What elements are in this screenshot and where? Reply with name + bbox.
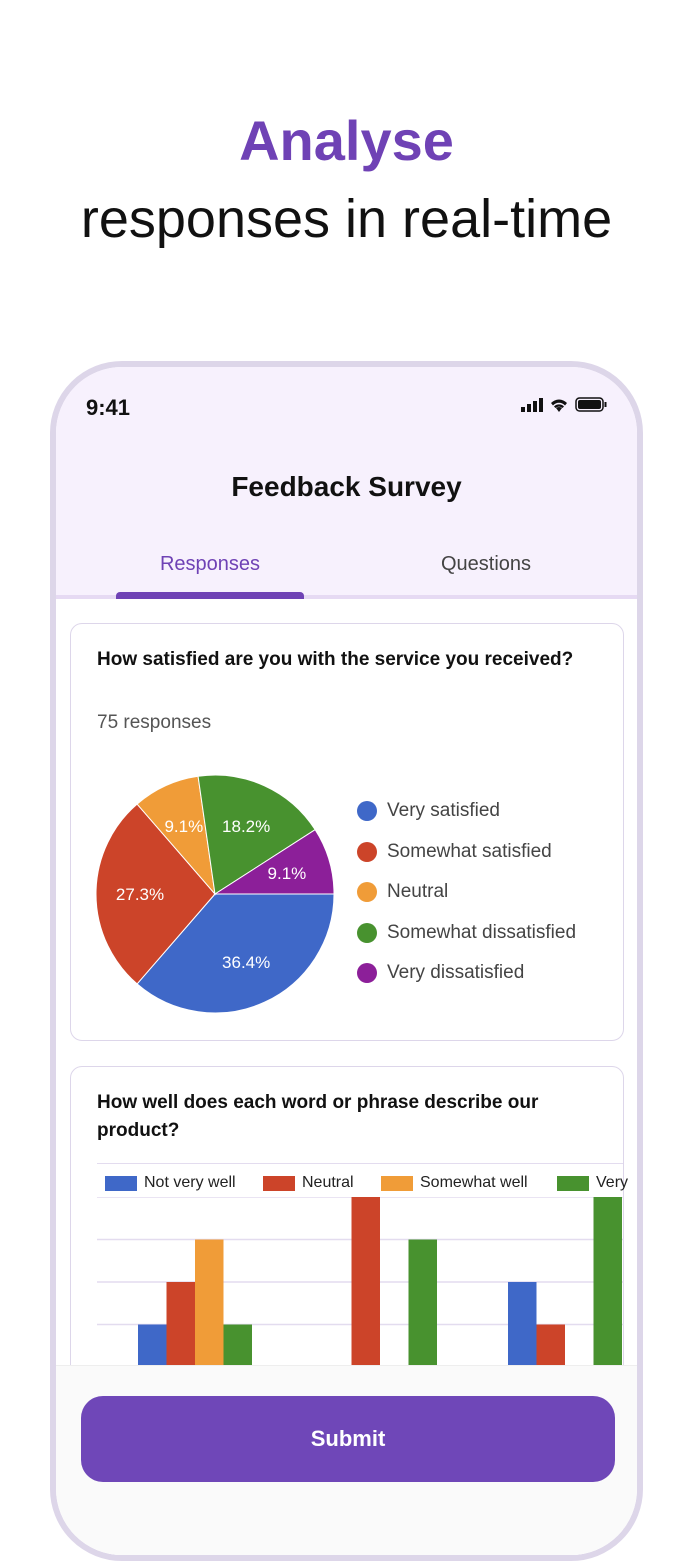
pie-data-label: 18.2% [222, 817, 270, 836]
tab-responses[interactable]: Responses [159, 553, 261, 575]
legend-label: Very dissatisfied [387, 962, 525, 983]
pie-data-label: 36.4% [222, 953, 270, 972]
legend-dot-icon [357, 882, 377, 902]
legend-item: Neutral [357, 881, 448, 903]
pie-slice [136, 893, 335, 1014]
active-tab-indicator [116, 592, 304, 599]
phone-frame: 9:41 Feedback Survey Responses Questions… [50, 361, 643, 1561]
legend-label: Very [596, 1174, 629, 1191]
question-card-satisfaction: How satisfied are you with the service y… [70, 623, 624, 1041]
bar [166, 1282, 195, 1367]
pie-slice [95, 803, 216, 985]
bar [536, 1324, 565, 1367]
legend-swatch-icon [105, 1175, 137, 1191]
battery-icon [575, 397, 607, 412]
bar [351, 1197, 380, 1367]
legend-label: Somewhat satisfied [387, 840, 552, 862]
status-time: 9:41 [86, 395, 131, 420]
legend-label: Neutral [387, 881, 449, 902]
page-title: Feedback Survey [231, 471, 462, 502]
hero-subtitle: responses in real-time [80, 189, 613, 249]
pie-slice [197, 774, 316, 895]
legend-swatch-icon [263, 1175, 295, 1191]
bar [593, 1197, 622, 1367]
response-count: 75 responses [97, 712, 212, 733]
legend-label: Neutral [302, 1174, 354, 1191]
bar-legend-item: Neutral [263, 1174, 354, 1192]
bar [195, 1239, 224, 1367]
tab-questions[interactable]: Questions [440, 553, 532, 575]
pie-slice [213, 828, 335, 895]
bar-legend-item: Somewhat well [381, 1174, 528, 1192]
legend-dot-icon [357, 801, 377, 821]
legend-swatch-icon [381, 1175, 413, 1191]
pie-data-label: 9.1% [268, 864, 307, 883]
bar-chart [97, 1197, 624, 1367]
bottom-bar: Submit [56, 1365, 637, 1555]
wifi-icon [551, 399, 567, 412]
legend-label: Somewhat well [420, 1174, 528, 1191]
pie-chart: 36.4% 27.3% 9.1% 18.2% 9.1% [95, 774, 335, 1014]
submit-button[interactable]: Submit [81, 1396, 615, 1482]
signal-icon [521, 397, 543, 412]
legend-item: Very dissatisfied [357, 962, 524, 984]
bar [408, 1239, 437, 1367]
question-text: How well does each word or phrase descri… [97, 1092, 539, 1141]
bar-legend-item: Very [557, 1174, 628, 1192]
bar [223, 1324, 252, 1367]
legend-item: Very satisfied [357, 800, 500, 822]
bar [508, 1282, 537, 1367]
legend-dot-icon [357, 841, 377, 862]
legend-label: Not very well [144, 1174, 236, 1191]
legend-dot-icon [357, 922, 377, 943]
pie-data-label: 27.3% [116, 885, 164, 904]
status-icons [521, 397, 607, 412]
legend-item: Somewhat satisfied [357, 841, 552, 863]
question-text: How satisfied are you with the service y… [97, 649, 574, 670]
app-header: 9:41 Feedback Survey Responses Questions [56, 367, 637, 599]
legend-swatch-icon [557, 1175, 589, 1191]
legend-label: Very satisfied [387, 800, 500, 821]
divider [97, 1163, 623, 1164]
bar [138, 1324, 167, 1367]
legend-item: Somewhat dissatisfied [357, 922, 576, 944]
hero-title: Analyse [239, 109, 454, 172]
legend-dot-icon [357, 963, 377, 983]
pie-data-label: 9.1% [164, 817, 203, 836]
bar-legend-item: Not very well [105, 1174, 236, 1192]
legend-label: Somewhat dissatisfied [387, 921, 577, 943]
